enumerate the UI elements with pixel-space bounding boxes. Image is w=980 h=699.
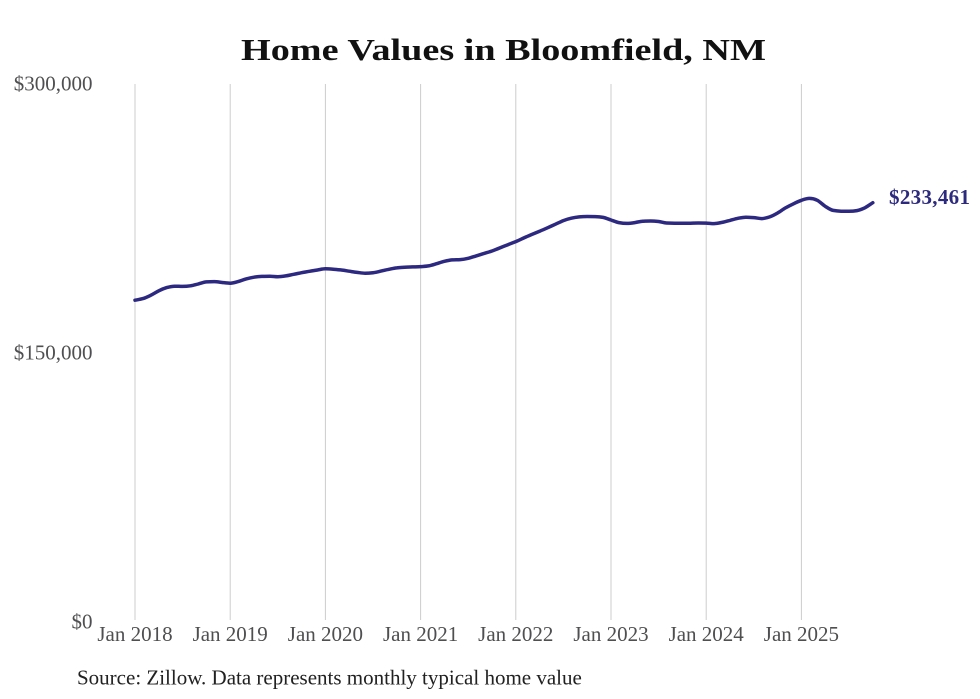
svg-text:$0: $0 (72, 610, 93, 634)
svg-text:Home Values in Bloomfield, NM: Home Values in Bloomfield, NM (241, 32, 766, 67)
svg-text:Jan 2019: Jan 2019 (193, 622, 268, 646)
svg-text:Jan 2021: Jan 2021 (383, 622, 458, 646)
svg-text:Jan 2024: Jan 2024 (669, 622, 745, 646)
svg-text:Jan 2025: Jan 2025 (764, 622, 839, 646)
svg-text:$233,461: $233,461 (889, 185, 970, 209)
svg-text:$300,000: $300,000 (14, 72, 93, 96)
svg-text:Jan 2018: Jan 2018 (97, 622, 172, 646)
svg-text:Source: Zillow. Data represent: Source: Zillow. Data represents monthly … (77, 666, 582, 690)
svg-text:Jan 2020: Jan 2020 (288, 622, 363, 646)
svg-text:Jan 2023: Jan 2023 (573, 622, 648, 646)
svg-text:$150,000: $150,000 (14, 341, 93, 365)
svg-text:Jan 2022: Jan 2022 (478, 622, 553, 646)
